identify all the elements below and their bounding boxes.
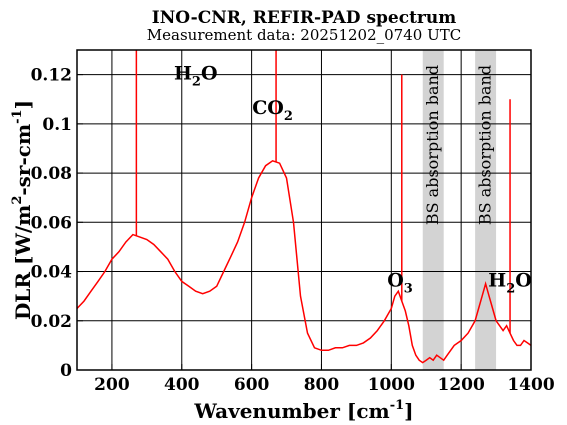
absorption-band-label-1: BS absorption band xyxy=(423,65,442,225)
chart-subtitle: Measurement data: 20251202_0740 UTC xyxy=(147,26,461,44)
y-axis-label-sup2: -1 xyxy=(10,109,25,123)
x-axis-label-main: Wavenumber [cm xyxy=(193,399,389,423)
plot-frame xyxy=(76,49,532,371)
y-axis-ticks: 0 0.02 0.04 0.06 0.08 0.1 0.12 xyxy=(31,66,83,381)
annotation-h2o-left: H2O xyxy=(174,63,218,90)
x-tick-label-5: 1200 xyxy=(437,375,484,395)
y-tick-label-0: 0 xyxy=(60,361,72,381)
annotation-co2: CO2 xyxy=(252,97,293,124)
annotations: H2O CO2 O3 H2O xyxy=(174,63,532,297)
y-axis-label-a: DLR [W/m xyxy=(11,205,35,320)
absorption-bands: BS absorption band BS absorption band xyxy=(422,50,497,370)
x-tick-label-1: 400 xyxy=(164,375,200,395)
y-axis-label-b: -sr-cm xyxy=(11,124,35,196)
x-axis-label-close: ] xyxy=(404,399,413,423)
annotation-h2o-right: H2O xyxy=(488,269,532,296)
y-axis-label: DLR [W/m2-sr-cm-1] xyxy=(10,100,35,320)
spectrum-series xyxy=(76,50,532,364)
x-axis-label-sup: -1 xyxy=(390,398,404,413)
absorption-band-2 xyxy=(475,50,497,370)
x-tick-label-0: 200 xyxy=(94,375,130,395)
y-tick-label-6: 0.12 xyxy=(31,66,72,86)
x-tick-label-2: 600 xyxy=(234,375,270,395)
y-axis-label-close: ] xyxy=(11,100,35,109)
y-tick-label-3: 0.06 xyxy=(31,213,72,233)
y-tick-label-1: 0.02 xyxy=(31,312,72,332)
spectrum-line-0 xyxy=(76,159,532,364)
annotation-o3: O3 xyxy=(387,269,413,296)
chart-title: INO-CNR, REFIR-PAD spectrum xyxy=(152,8,456,28)
y-axis-label-sup1: 2 xyxy=(10,196,25,205)
x-tick-label-6: 1400 xyxy=(507,375,554,395)
y-tick-label-5: 0.1 xyxy=(42,115,72,135)
x-axis-label: Wavenumber [cm-1] xyxy=(193,398,413,423)
x-tick-label-3: 800 xyxy=(304,375,340,395)
absorption-band-1 xyxy=(422,50,444,370)
y-tick-label-2: 0.04 xyxy=(31,263,73,283)
y-tick-label-4: 0.08 xyxy=(31,164,72,184)
x-tick-label-4: 1000 xyxy=(368,375,415,395)
absorption-band-label-2: BS absorption band xyxy=(476,65,495,225)
x-axis-ticks: 200 400 600 800 1000 1200 1400 xyxy=(94,364,555,395)
